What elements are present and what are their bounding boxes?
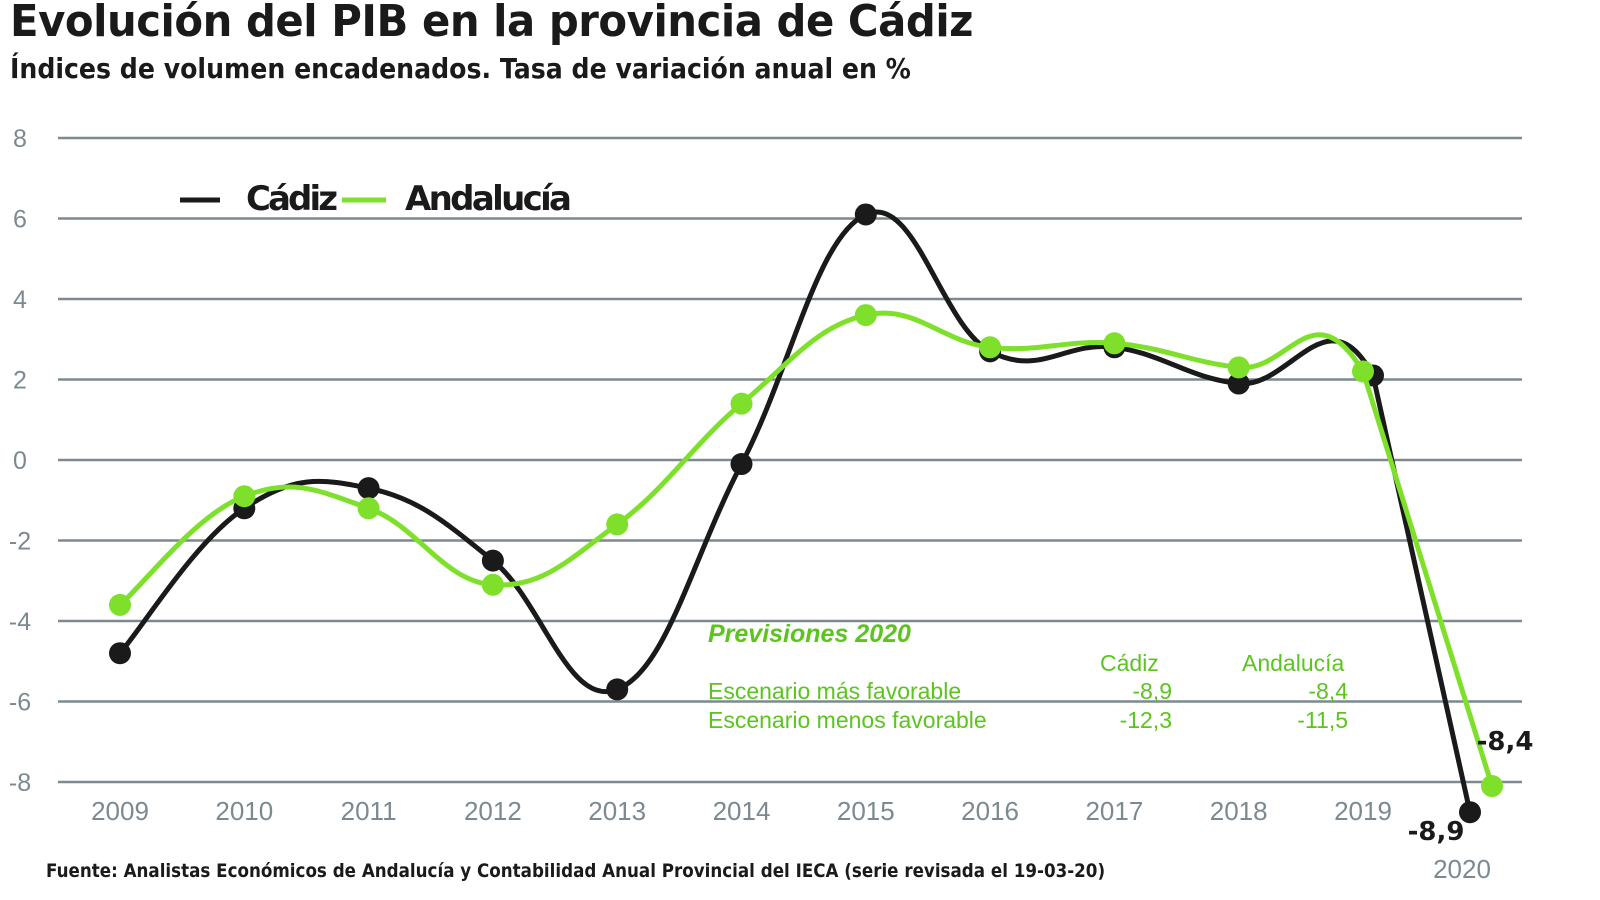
y-tick-label: 6: [13, 206, 27, 234]
x-tick-label: 2009: [91, 796, 149, 826]
data-label-cadiz-2020: -8,9: [1408, 817, 1465, 847]
data-point-andalucia: [606, 513, 629, 536]
y-tick-label: 8: [13, 125, 27, 153]
annotation-value: -8,4: [1308, 678, 1348, 704]
data-point-andalucia: [233, 485, 256, 508]
x-tick-label: 2017: [1085, 796, 1143, 826]
data-point-cadiz: [357, 477, 380, 500]
annotation-header-cadiz: Cádiz: [1100, 650, 1159, 676]
annotation-row-label: Escenario menos favorable: [708, 707, 987, 733]
data-point-andalucia: [357, 497, 380, 520]
y-tick-label: -6: [9, 689, 31, 717]
x-tick-label: 2014: [713, 796, 771, 826]
data-point-andalucia: [979, 336, 1002, 359]
data-point-andalucia: [854, 304, 877, 327]
data-point-andalucia: [1227, 356, 1250, 379]
data-point-andalucia: [1481, 775, 1503, 798]
data-point-andalucia: [1352, 360, 1374, 383]
legend-label-cadiz: Cádiz: [246, 179, 338, 219]
y-tick-label: -8: [9, 769, 31, 797]
legend-label-andalucia: Andalucía: [405, 179, 572, 219]
data-point-cadiz: [1459, 801, 1481, 824]
data-point-andalucia: [481, 573, 504, 596]
legend: Cádiz Andalucía: [180, 179, 572, 219]
x-tick-label: 2012: [464, 796, 522, 826]
data-point-cadiz: [481, 549, 504, 572]
y-tick-label: -2: [9, 528, 31, 556]
x-tick-label: 2020: [1433, 854, 1491, 884]
data-point-cadiz: [854, 203, 877, 226]
data-point-andalucia: [109, 593, 131, 616]
x-tick-label: 2018: [1210, 796, 1268, 826]
x-tick-label: 2015: [837, 796, 895, 826]
chart-title: Evolución del PIB en la provincia de Cád…: [10, 0, 974, 47]
data-point-cadiz: [730, 453, 753, 476]
series-line-cadiz: [118, 209, 1473, 813]
annotation-value: -8,9: [1132, 678, 1172, 704]
annotation-header-andalucia: Andalucía: [1242, 650, 1345, 676]
annotation-value: -11,5: [1297, 707, 1348, 733]
x-tick-label: 2016: [961, 796, 1019, 826]
y-tick-label: -4: [9, 608, 31, 636]
data-point-andalucia: [730, 392, 753, 415]
y-tick-label: 2: [13, 367, 27, 395]
annotation-row-label: Escenario más favorable: [708, 678, 961, 704]
x-tick-label: 2011: [341, 796, 397, 826]
data-point-cadiz: [606, 678, 629, 701]
forecast-annotation: Previsiones 2020 Cádiz Andalucía Escenar…: [708, 620, 1348, 733]
data-point-andalucia: [1103, 332, 1126, 355]
data-point-cadiz: [109, 642, 131, 665]
source-note: Fuente: Analistas Económicos de Andalucí…: [46, 860, 1106, 882]
data-label-andalucia-2020: -8,4: [1477, 727, 1534, 757]
annotation-title: Previsiones 2020: [708, 620, 911, 648]
annotation-value: -12,3: [1120, 707, 1172, 733]
x-tick-label: 2013: [588, 796, 646, 826]
data-point-cadiz: [1227, 372, 1250, 395]
chart-subtitle: Índices de volumen encadenados. Tasa de …: [10, 52, 911, 85]
y-tick-label: 0: [13, 447, 27, 475]
x-tick-label: 2019: [1334, 796, 1392, 826]
x-tick-label: 2010: [215, 796, 273, 826]
y-tick-label: 4: [13, 286, 27, 314]
